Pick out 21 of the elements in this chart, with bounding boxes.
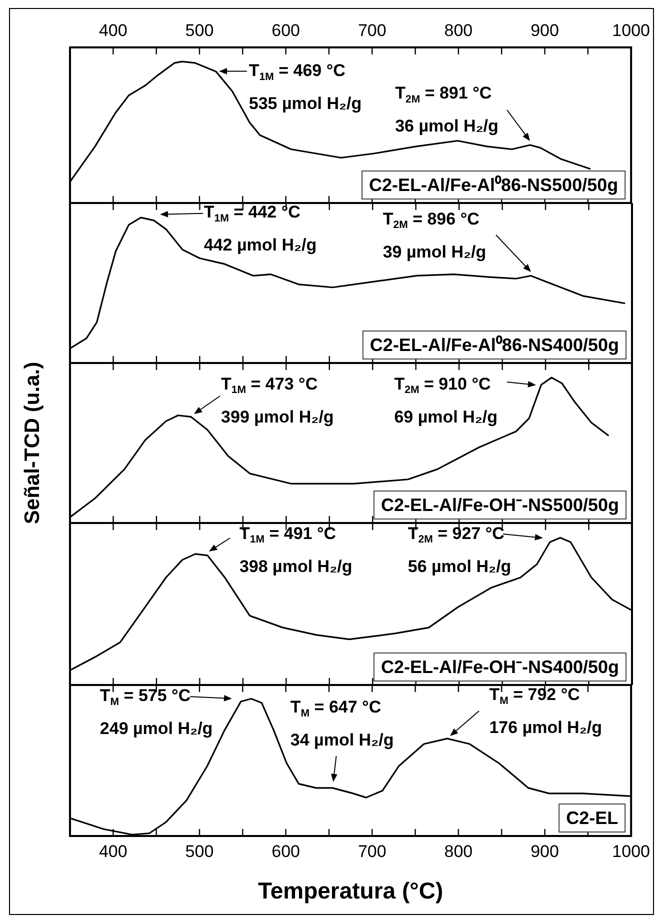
series-label: C2-EL-Al/Fe-OH⁻-NS500/50g [380, 494, 620, 515]
y-axis-title: Señal-TCD (u.a.) [21, 362, 46, 524]
x-axis-title: Temperatura (°C) [258, 878, 444, 904]
series-label: C2-EL [566, 808, 618, 828]
x-tick-label: 1000 [612, 842, 650, 861]
x-tick-label: 700 [358, 842, 386, 861]
series-label: C2-EL-Al/Fe-OH⁻-NS400/50g [380, 656, 620, 677]
x-tick-label: 900 [530, 20, 559, 40]
series-label: C2-EL-Al/Fe-Al⁰86-NS400/50g [370, 334, 620, 355]
series-label: C2-EL-Al/Fe-Al⁰86-NS500/50g [369, 174, 618, 195]
x-tick-label: 800 [444, 20, 473, 40]
x-tick-label: 600 [272, 842, 300, 861]
x-tick-label: 800 [444, 842, 473, 861]
x-tick-label: 500 [185, 20, 214, 40]
x-tick-label: 500 [185, 842, 214, 861]
x-tick-label: 900 [530, 842, 559, 861]
x-tick-label: 1000 [612, 20, 650, 40]
x-tick-label: 400 [98, 20, 128, 40]
x-tick-label: 600 [272, 20, 300, 40]
x-tick-label: 400 [98, 842, 128, 861]
x-tick-label: 700 [358, 20, 386, 40]
